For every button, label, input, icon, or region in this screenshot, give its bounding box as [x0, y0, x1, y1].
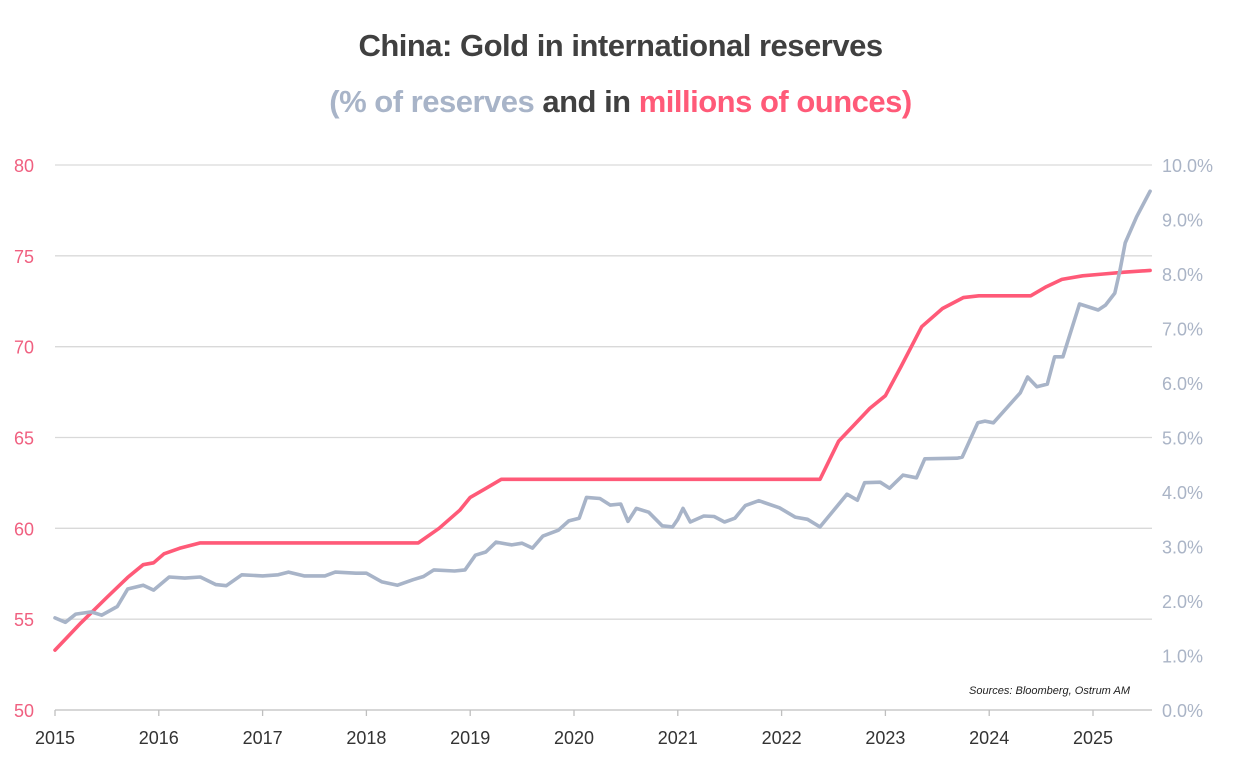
gridlines [55, 164, 1152, 711]
right-tick-label: 8.0% [1162, 265, 1203, 285]
x-tick-label: 2024 [969, 728, 1009, 748]
x-tick-label: 2019 [450, 728, 490, 748]
series-line-percent [53, 189, 1152, 625]
x-tick-label: 2020 [554, 728, 594, 748]
left-tick-label: 50 [14, 701, 34, 721]
right-tick-label: 5.0% [1162, 429, 1203, 449]
series-lines [53, 189, 1152, 652]
left-tick-label: 70 [14, 338, 34, 358]
x-tick-label: 2018 [346, 728, 386, 748]
x-axis-ticks: 2015 2016 2017 2018 2019 2020 2021 2022 2023 2024… [35, 710, 1113, 748]
left-tick-label: 55 [14, 610, 34, 630]
series-line-ounces [53, 268, 1152, 652]
subtitle-part-and: and in [534, 84, 639, 119]
x-tick-label: 2023 [865, 728, 905, 748]
right-tick-label: 10.0% [1162, 156, 1213, 176]
left-tick-label: 65 [14, 429, 34, 449]
left-tick-label: 80 [14, 156, 34, 176]
right-tick-label: 9.0% [1162, 211, 1203, 231]
right-tick-label: 3.0% [1162, 538, 1203, 558]
subtitle-part-ounces: millions of ounces) [638, 84, 912, 119]
right-axis-ticks: 0.0% 1.0% 2.0% 3.0% 4.0% 5.0% 6.0% 7.0% 8.0% 9.0%… [1162, 156, 1213, 721]
x-tick-label: 2017 [243, 728, 283, 748]
right-tick-label: 2.0% [1162, 592, 1203, 612]
left-tick-label: 60 [14, 519, 34, 539]
left-tick-label: 75 [14, 247, 34, 267]
subtitle-part-percent: (% of reserves [329, 84, 535, 119]
x-tick-label: 2021 [658, 728, 698, 748]
right-tick-label: 7.0% [1162, 320, 1203, 340]
chart-title: China: Gold in international reserves [358, 28, 883, 63]
right-tick-label: 1.0% [1162, 647, 1203, 667]
right-tick-label: 4.0% [1162, 483, 1203, 503]
x-tick-label: 2025 [1073, 728, 1113, 748]
x-tick-label: 2022 [762, 728, 802, 748]
x-tick-label: 2015 [35, 728, 75, 748]
left-axis-ticks: 50 55 60 65 70 75 80 [14, 156, 34, 721]
chart-subtitle: (% of reserves and in millions of ounces… [0, 84, 1241, 120]
right-tick-label: 6.0% [1162, 374, 1203, 394]
source-note: Sources: Bloomberg, Ostrum AM [969, 685, 1131, 697]
x-tick-label: 2016 [139, 728, 179, 748]
right-tick-label: 0.0% [1162, 701, 1203, 721]
